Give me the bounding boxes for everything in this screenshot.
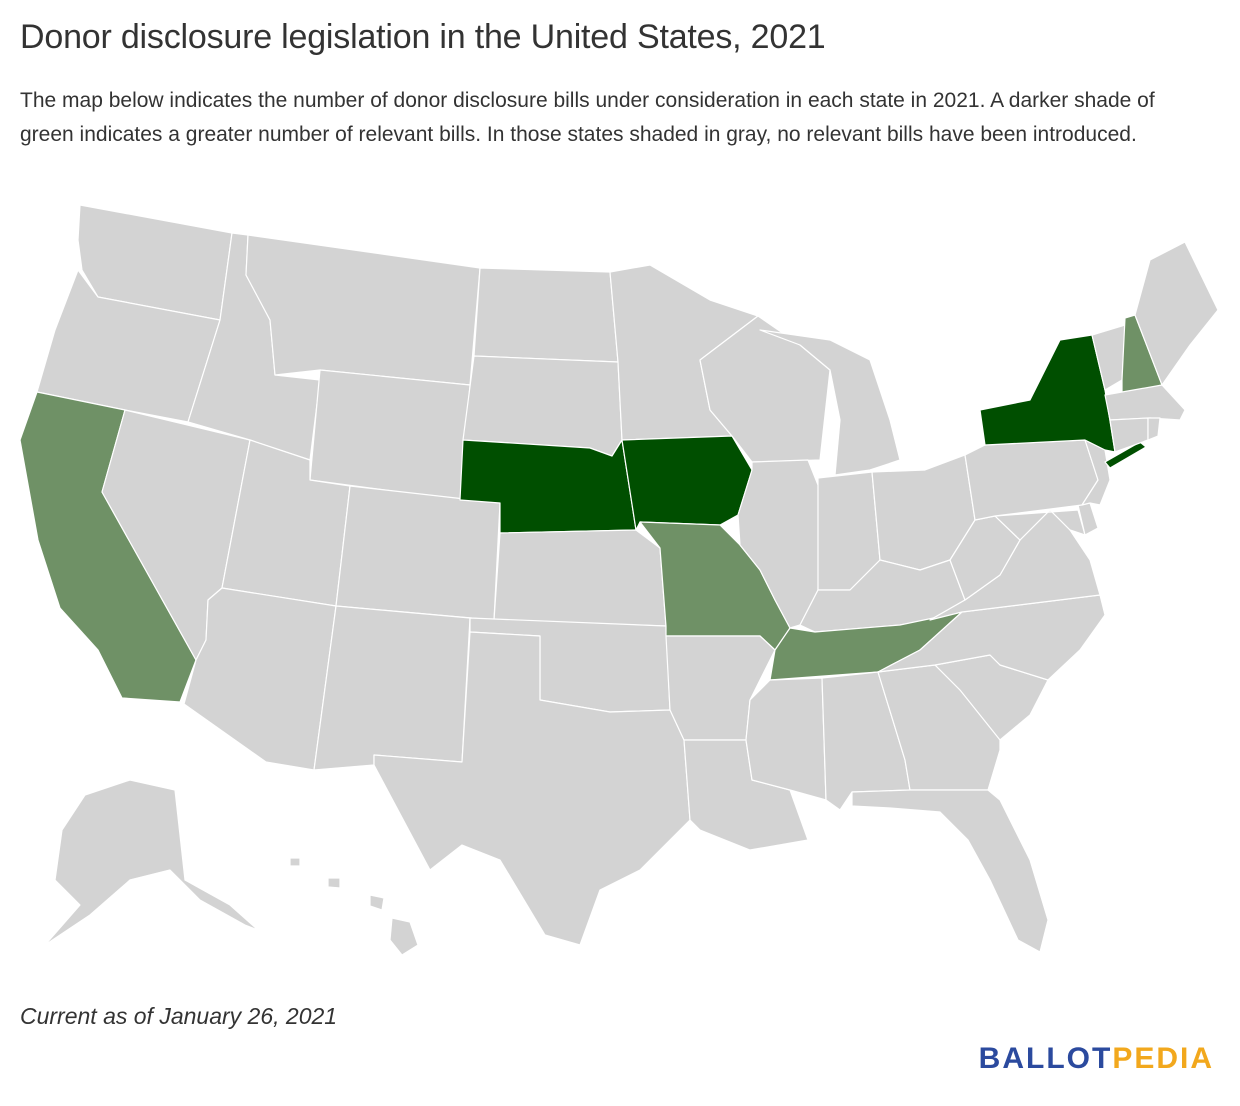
us-map — [0, 190, 1240, 980]
state-hi-kauai[interactable] — [289, 857, 301, 867]
state-mt[interactable] — [245, 234, 481, 386]
map-description: The map below indicates the number of do… — [20, 89, 1155, 146]
state-nd[interactable] — [473, 267, 619, 363]
state-ny[interactable] — [979, 334, 1116, 453]
state-ms[interactable] — [745, 677, 827, 801]
state-wi[interactable] — [699, 315, 831, 463]
state-ny-long-island[interactable] — [1104, 441, 1147, 469]
state-fl[interactable] — [851, 789, 1049, 953]
state-ri[interactable] — [1147, 417, 1161, 441]
state-md[interactable] — [994, 509, 1086, 541]
state-ak[interactable] — [44, 779, 259, 946]
state-nm[interactable] — [313, 605, 471, 771]
state-or[interactable] — [36, 269, 221, 423]
ballotpedia-logo[interactable]: BALLOTPEDIA — [979, 1042, 1214, 1076]
state-pa[interactable] — [964, 439, 1099, 521]
state-az[interactable] — [183, 587, 337, 771]
logo-part1: BALLOT — [978, 1042, 1113, 1075]
date-footnote: Current as of January 26, 2021 — [20, 1003, 338, 1029]
state-hi[interactable] — [389, 917, 419, 956]
state-wy[interactable] — [309, 369, 471, 501]
map-title: Donor disclosure legislation in the Unit… — [20, 18, 826, 56]
state-ma[interactable] — [1104, 384, 1186, 421]
state-ia[interactable] — [621, 435, 753, 531]
state-hi-maui[interactable] — [369, 894, 385, 911]
state-nj[interactable] — [1081, 439, 1111, 506]
logo-part2: PEDIA — [1112, 1042, 1214, 1075]
state-ks[interactable] — [493, 529, 667, 627]
state-hi-oahu[interactable] — [327, 877, 341, 889]
state-tx[interactable] — [373, 631, 691, 946]
state-mi[interactable] — [759, 329, 901, 476]
state-co[interactable] — [335, 485, 501, 621]
